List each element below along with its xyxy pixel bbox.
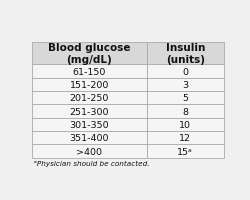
Bar	[32, 65, 146, 78]
Text: ᵃPhysician should be contacted.: ᵃPhysician should be contacted.	[34, 160, 150, 166]
Bar	[32, 42, 146, 65]
Bar	[32, 78, 146, 92]
Bar	[146, 131, 224, 145]
Text: 61-150: 61-150	[73, 67, 106, 76]
Text: >400: >400	[76, 147, 102, 156]
Text: 12: 12	[179, 134, 191, 143]
Text: 351-400: 351-400	[70, 134, 109, 143]
Bar	[32, 131, 146, 145]
Bar	[32, 145, 146, 158]
Text: Insulin
(units): Insulin (units)	[166, 43, 205, 65]
Text: 201-250: 201-250	[70, 94, 109, 103]
Bar	[32, 118, 146, 131]
Text: 0: 0	[182, 67, 188, 76]
Text: 301-350: 301-350	[70, 120, 109, 129]
Text: 3: 3	[182, 80, 188, 89]
Text: 251-300: 251-300	[70, 107, 109, 116]
Bar	[146, 118, 224, 131]
Text: 8: 8	[182, 107, 188, 116]
Bar	[146, 65, 224, 78]
Text: Blood glucose
(mg/dL): Blood glucose (mg/dL)	[48, 43, 130, 65]
Text: 10: 10	[179, 120, 191, 129]
Bar	[146, 42, 224, 65]
Text: 5: 5	[182, 94, 188, 103]
Text: 15ᵃ: 15ᵃ	[178, 147, 193, 156]
Bar	[32, 92, 146, 105]
Bar	[146, 105, 224, 118]
Text: 151-200: 151-200	[70, 80, 109, 89]
Bar	[146, 145, 224, 158]
Bar	[146, 78, 224, 92]
Bar	[32, 105, 146, 118]
Bar	[146, 92, 224, 105]
